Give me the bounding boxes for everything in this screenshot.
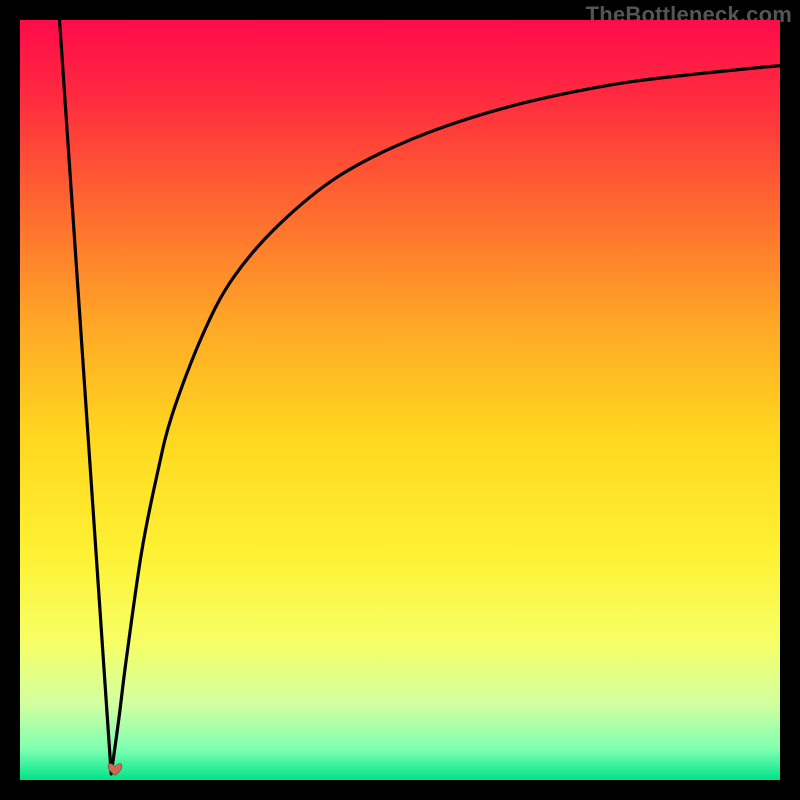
plot-svg [20, 20, 780, 780]
gradient-background [20, 20, 780, 780]
chart-canvas: TheBottleneck.com [0, 0, 800, 800]
plot-area [20, 20, 780, 780]
